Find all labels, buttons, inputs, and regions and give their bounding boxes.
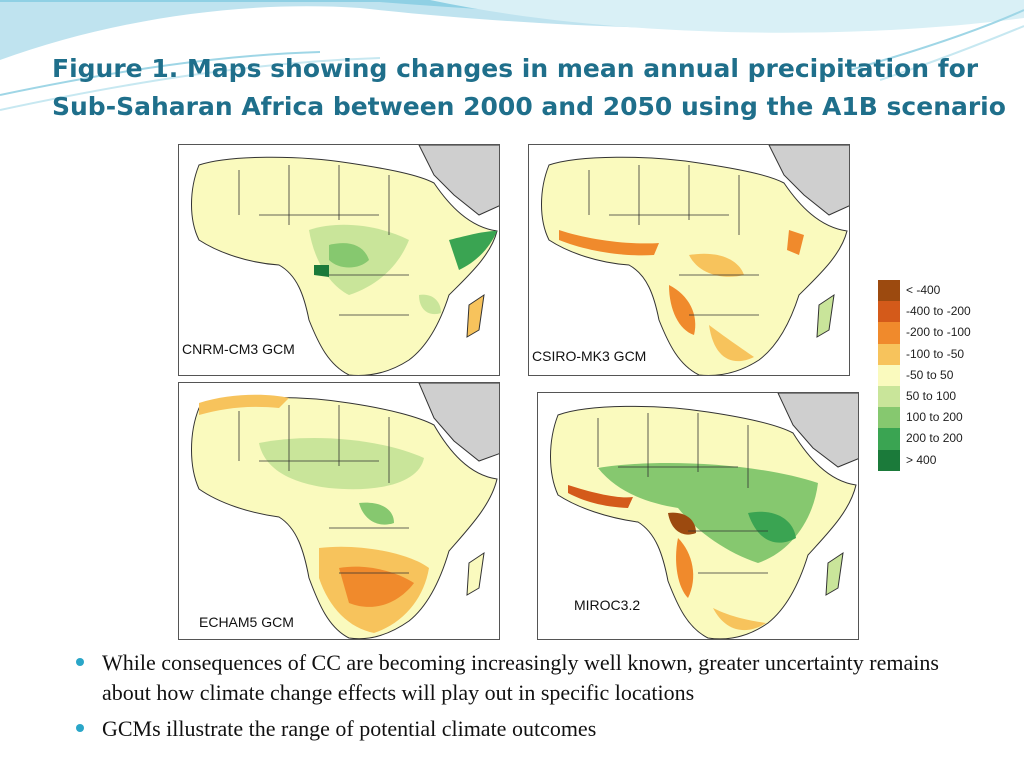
legend-swatch (878, 428, 900, 450)
legend-label: -200 to -100 (906, 325, 971, 340)
legend-swatch (878, 280, 900, 302)
map-label: MIROC3.2 (572, 597, 643, 613)
header-swoosh (0, 0, 1024, 111)
africa-precip-map (191, 145, 499, 375)
map-label: CNRM-CM3 GCM (180, 341, 297, 357)
legend-item: -100 to -50 (878, 343, 988, 365)
bullet-item: GCMs illustrate the range of potential c… (76, 714, 976, 744)
legend-label: -400 to -200 (906, 304, 971, 319)
legend-swatch (878, 407, 900, 429)
legend-swatch (878, 449, 900, 471)
legend-swatch (878, 301, 900, 323)
bullet-text: While consequences of CC are becoming in… (102, 650, 939, 705)
legend-item: -400 to -200 (878, 301, 988, 323)
slide-title: Figure 1. Maps showing changes in mean a… (52, 54, 1006, 121)
legend-swatch (878, 322, 900, 344)
legend-item: > 400 (878, 449, 988, 471)
legend-label: -50 to 50 (906, 367, 954, 382)
precipitation-legend: < -400 -400 to -200 -200 to -100 -100 to… (878, 280, 988, 471)
legend-swatch (878, 364, 900, 386)
legend-label: 100 to 200 (906, 410, 963, 425)
africa-precip-map (541, 145, 849, 375)
map-panel-miroc: MIROC3.2 (537, 392, 859, 640)
legend-item: 50 to 100 (878, 385, 988, 408)
legend-swatch (878, 343, 900, 365)
legend-label: < -400 (906, 283, 941, 297)
bullet-dot-icon (76, 658, 84, 666)
bullet-dot-icon (76, 724, 84, 732)
legend-label: 50 to 100 (906, 388, 957, 403)
legend-label: -100 to -50 (906, 346, 965, 361)
legend-label: > 400 (906, 452, 937, 467)
legend-swatch (878, 385, 900, 408)
map-label: ECHAM5 GCM (197, 614, 296, 630)
bullet-text: GCMs illustrate the range of potential c… (102, 716, 597, 741)
legend-item: -50 to 50 (878, 364, 988, 386)
legend-item: < -400 (878, 280, 988, 302)
legend-item: -200 to -100 (878, 322, 988, 344)
africa-precip-map (191, 383, 499, 639)
map-panel-echam: ECHAM5 GCM (178, 382, 500, 640)
map-label: CSIRO-MK3 GCM (530, 348, 649, 364)
legend-item: 100 to 200 (878, 407, 988, 429)
map-panel-cnrm: CNRM-CM3 GCM (178, 144, 500, 376)
bullet-item: While consequences of CC are becoming in… (76, 648, 976, 708)
bullet-list: While consequences of CC are becoming in… (76, 648, 976, 750)
legend-item: 200 to 200 (878, 428, 988, 450)
map-panel-csiro: CSIRO-MK3 GCM (528, 144, 850, 376)
legend-label: 200 to 200 (906, 431, 963, 446)
africa-precip-map (550, 393, 858, 639)
